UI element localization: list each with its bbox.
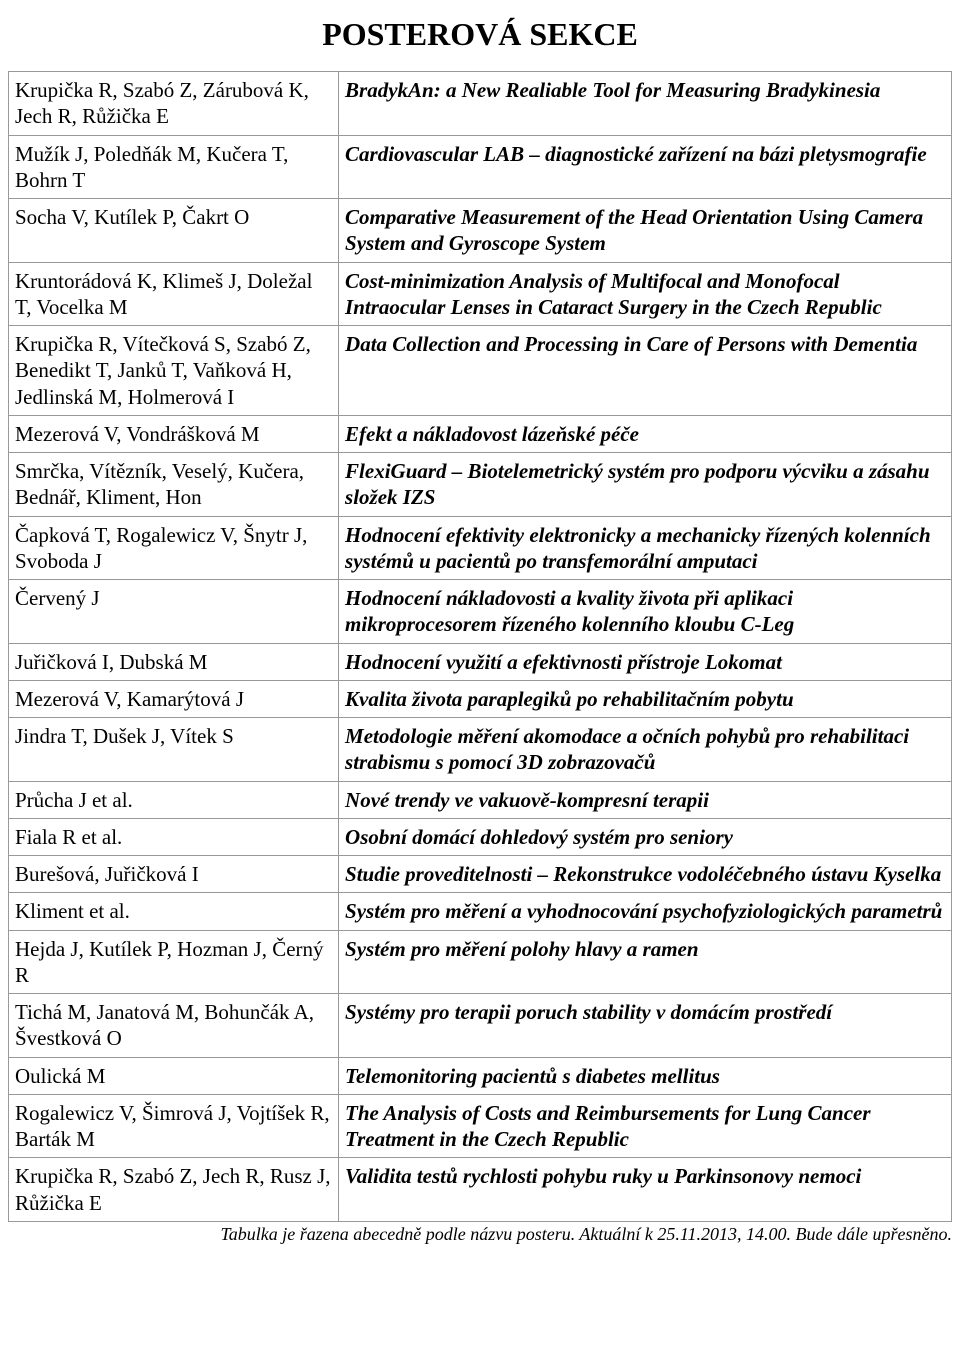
table-row: Krupička R, Szabó Z, Jech R, Rusz J, Růž…: [9, 1158, 952, 1222]
table-row: Burešová, Juřičková IStudie proveditelno…: [9, 856, 952, 893]
table-row: Hejda J, Kutílek P, Hozman J, Černý RSys…: [9, 930, 952, 994]
table-row: Červený JHodnocení nákladovosti a kvalit…: [9, 580, 952, 644]
table-row: Rogalewicz V, Šimrová J, Vojtíšek R, Bar…: [9, 1094, 952, 1158]
title-cell: BradykAn: a New Realiable Tool for Measu…: [339, 72, 952, 136]
table-row: Kliment et al.Systém pro měření a vyhodn…: [9, 893, 952, 930]
authors-cell: Smrčka, Vítězník, Veselý, Kučera, Bednář…: [9, 453, 339, 517]
title-cell: Hodnocení efektivity elektronicky a mech…: [339, 516, 952, 580]
page-title: POSTEROVÁ SEKCE: [8, 16, 952, 53]
table-row: Krupička R, Vítečková S, Szabó Z, Benedi…: [9, 326, 952, 416]
title-cell: Data Collection and Processing in Care o…: [339, 326, 952, 416]
table-row: Fiala R et al.Osobní domácí dohledový sy…: [9, 818, 952, 855]
table-row: Kruntorádová K, Klimeš J, Doležal T, Voc…: [9, 262, 952, 326]
table-row: Mezerová V, Vondrášková MEfekt a náklado…: [9, 415, 952, 452]
title-cell: Osobní domácí dohledový systém pro senio…: [339, 818, 952, 855]
title-cell: Hodnocení nákladovosti a kvality života …: [339, 580, 952, 644]
title-cell: Systém pro měření polohy hlavy a ramen: [339, 930, 952, 994]
authors-cell: Burešová, Juřičková I: [9, 856, 339, 893]
title-cell: Systémy pro terapii poruch stability v d…: [339, 994, 952, 1058]
table-row: Socha V, Kutílek P, Čakrt OComparative M…: [9, 199, 952, 263]
table-row: Průcha J et al.Nové trendy ve vakuově-ko…: [9, 781, 952, 818]
title-cell: Nové trendy ve vakuově-kompresní terapii: [339, 781, 952, 818]
authors-cell: Jindra T, Dušek J, Vítek S: [9, 718, 339, 782]
title-cell: Comparative Measurement of the Head Orie…: [339, 199, 952, 263]
authors-cell: Juřičková I, Dubská M: [9, 643, 339, 680]
authors-cell: Krupička R, Szabó Z, Zárubová K, Jech R,…: [9, 72, 339, 136]
authors-cell: Hejda J, Kutílek P, Hozman J, Černý R: [9, 930, 339, 994]
table-row: Jindra T, Dušek J, Vítek SMetodologie mě…: [9, 718, 952, 782]
table-row: Smrčka, Vítězník, Veselý, Kučera, Bednář…: [9, 453, 952, 517]
table-row: Mužík J, Poledňák M, Kučera T, Bohrn TCa…: [9, 135, 952, 199]
authors-cell: Mezerová V, Vondrášková M: [9, 415, 339, 452]
authors-cell: Fiala R et al.: [9, 818, 339, 855]
title-cell: Validita testů rychlosti pohybu ruky u P…: [339, 1158, 952, 1222]
title-cell: Studie proveditelnosti – Rekonstrukce vo…: [339, 856, 952, 893]
authors-cell: Mezerová V, Kamarýtová J: [9, 680, 339, 717]
poster-table: Krupička R, Szabó Z, Zárubová K, Jech R,…: [8, 71, 952, 1222]
title-cell: Hodnocení využití a efektivnosti přístro…: [339, 643, 952, 680]
title-cell: FlexiGuard – Biotelemetrický systém pro …: [339, 453, 952, 517]
title-cell: Metodologie měření akomodace a očních po…: [339, 718, 952, 782]
authors-cell: Kruntorádová K, Klimeš J, Doležal T, Voc…: [9, 262, 339, 326]
authors-cell: Mužík J, Poledňák M, Kučera T, Bohrn T: [9, 135, 339, 199]
title-cell: Systém pro měření a vyhodnocování psycho…: [339, 893, 952, 930]
authors-cell: Červený J: [9, 580, 339, 644]
title-cell: Cardiovascular LAB – diagnostické zaříze…: [339, 135, 952, 199]
authors-cell: Krupička R, Szabó Z, Jech R, Rusz J, Růž…: [9, 1158, 339, 1222]
authors-cell: Oulická M: [9, 1057, 339, 1094]
authors-cell: Krupička R, Vítečková S, Szabó Z, Benedi…: [9, 326, 339, 416]
title-cell: Efekt a nákladovost lázeňské péče: [339, 415, 952, 452]
authors-cell: Tichá M, Janatová M, Bohunčák A, Švestko…: [9, 994, 339, 1058]
table-footnote: Tabulka je řazena abecedně podle názvu p…: [8, 1224, 952, 1245]
title-cell: Cost-minimization Analysis of Multifocal…: [339, 262, 952, 326]
table-row: Oulická MTelemonitoring pacientů s diabe…: [9, 1057, 952, 1094]
table-row: Mezerová V, Kamarýtová JKvalita života p…: [9, 680, 952, 717]
title-cell: Telemonitoring pacientů s diabetes melli…: [339, 1057, 952, 1094]
table-row: Tichá M, Janatová M, Bohunčák A, Švestko…: [9, 994, 952, 1058]
authors-cell: Čapková T, Rogalewicz V, Šnytr J, Svobod…: [9, 516, 339, 580]
table-row: Krupička R, Szabó Z, Zárubová K, Jech R,…: [9, 72, 952, 136]
title-cell: Kvalita života paraplegiků po rehabilita…: [339, 680, 952, 717]
authors-cell: Kliment et al.: [9, 893, 339, 930]
authors-cell: Socha V, Kutílek P, Čakrt O: [9, 199, 339, 263]
table-row: Juřičková I, Dubská MHodnocení využití a…: [9, 643, 952, 680]
authors-cell: Průcha J et al.: [9, 781, 339, 818]
title-cell: The Analysis of Costs and Reimbursements…: [339, 1094, 952, 1158]
table-row: Čapková T, Rogalewicz V, Šnytr J, Svobod…: [9, 516, 952, 580]
authors-cell: Rogalewicz V, Šimrová J, Vojtíšek R, Bar…: [9, 1094, 339, 1158]
